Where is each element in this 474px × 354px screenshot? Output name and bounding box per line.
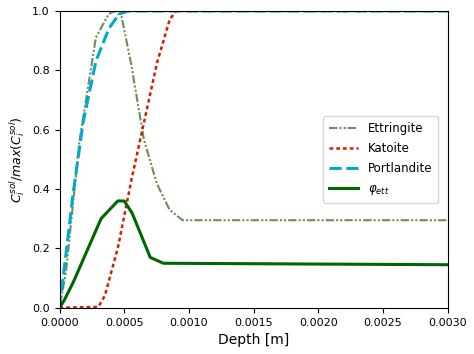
Line: Ettringite: Ettringite <box>60 11 448 308</box>
Portlandite <box>376 9 382 13</box>
Ettringite <box>309 218 315 222</box>
$\varphi_{ett}$ <box>445 263 451 267</box>
Ettringite <box>112 9 118 13</box>
Katoite <box>127 184 133 189</box>
Ettringite <box>290 218 295 222</box>
$\varphi_{ett}$ <box>346 262 352 266</box>
Katoite <box>290 9 295 13</box>
Ettringite <box>57 306 63 310</box>
Ettringite <box>376 218 382 222</box>
Ettringite <box>205 218 211 222</box>
Ettringite <box>128 56 133 61</box>
Portlandite <box>205 9 211 13</box>
Katoite <box>173 9 179 13</box>
$\varphi_{ett}$ <box>128 208 133 212</box>
Katoite <box>346 9 352 13</box>
$\varphi_{ett}$ <box>205 261 211 266</box>
Portlandite <box>125 9 131 13</box>
Portlandite <box>346 9 352 13</box>
Portlandite <box>128 9 133 13</box>
Portlandite <box>290 9 295 13</box>
$\varphi_{ett}$ <box>309 262 315 266</box>
Katoite <box>376 9 382 13</box>
Line: Katoite: Katoite <box>60 11 448 308</box>
Y-axis label: $C_i^{sol}/max(C_i^{sol})$: $C_i^{sol}/max(C_i^{sol})$ <box>7 116 27 203</box>
Portlandite <box>445 9 451 13</box>
$\varphi_{ett}$ <box>115 199 120 203</box>
Katoite <box>205 9 211 13</box>
Portlandite <box>57 306 63 310</box>
X-axis label: Depth [m]: Depth [m] <box>218 333 289 347</box>
$\varphi_{ett}$ <box>57 306 63 310</box>
$\varphi_{ett}$ <box>376 262 382 267</box>
Line: $\varphi_{ett}$: $\varphi_{ett}$ <box>60 201 448 308</box>
$\varphi_{ett}$ <box>290 262 295 266</box>
Katoite <box>309 9 315 13</box>
Line: Portlandite: Portlandite <box>60 11 448 308</box>
Katoite <box>57 306 63 310</box>
Ettringite <box>346 218 352 222</box>
Legend: Ettringite, Katoite, Portlandite, $\varphi_{ett}$: Ettringite, Katoite, Portlandite, $\varp… <box>323 116 438 203</box>
Ettringite <box>445 218 451 222</box>
Katoite <box>445 9 451 13</box>
Portlandite <box>309 9 315 13</box>
